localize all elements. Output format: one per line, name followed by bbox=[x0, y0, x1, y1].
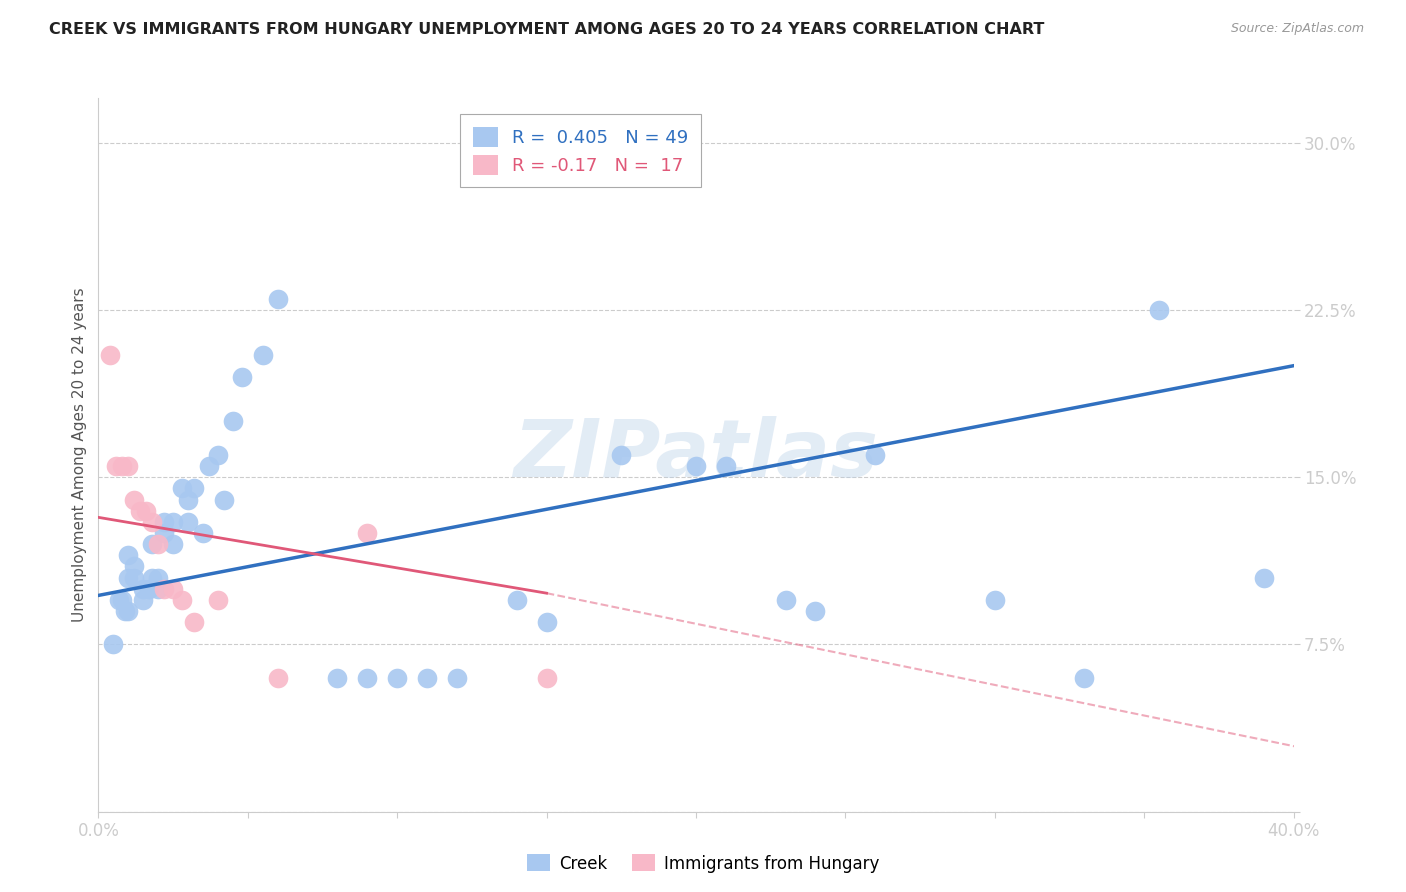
Point bbox=[141, 515, 163, 529]
Point bbox=[124, 492, 146, 507]
Point bbox=[177, 515, 200, 529]
Point bbox=[111, 592, 134, 607]
Point bbox=[141, 537, 163, 551]
Point bbox=[162, 515, 184, 529]
Point bbox=[198, 459, 221, 474]
Point bbox=[356, 671, 378, 685]
Point bbox=[153, 582, 176, 596]
Point bbox=[183, 482, 205, 496]
Point bbox=[148, 571, 170, 585]
Text: ZIPatlas: ZIPatlas bbox=[513, 416, 879, 494]
Point bbox=[148, 582, 170, 596]
Point bbox=[191, 526, 214, 541]
Point bbox=[124, 559, 146, 574]
Point bbox=[183, 615, 205, 630]
Point bbox=[177, 492, 200, 507]
Point bbox=[129, 503, 152, 517]
Point bbox=[135, 503, 157, 517]
Point bbox=[132, 582, 155, 596]
Point bbox=[138, 582, 160, 596]
Point bbox=[105, 459, 128, 474]
Point bbox=[117, 604, 139, 618]
Point bbox=[153, 526, 176, 541]
Point bbox=[141, 571, 163, 585]
Point bbox=[267, 671, 290, 685]
Point bbox=[685, 459, 707, 474]
Point bbox=[714, 459, 737, 474]
Point bbox=[1147, 303, 1170, 318]
Point bbox=[804, 604, 827, 618]
Point bbox=[356, 526, 378, 541]
Point bbox=[416, 671, 439, 685]
Point bbox=[506, 592, 529, 607]
Point bbox=[207, 592, 229, 607]
Point bbox=[117, 548, 139, 563]
Point bbox=[98, 348, 122, 362]
Point bbox=[132, 592, 155, 607]
Point bbox=[212, 492, 235, 507]
Point bbox=[252, 348, 274, 362]
Point bbox=[536, 671, 558, 685]
Point bbox=[610, 448, 633, 462]
Point bbox=[222, 414, 245, 429]
Point bbox=[108, 592, 131, 607]
Text: CREEK VS IMMIGRANTS FROM HUNGARY UNEMPLOYMENT AMONG AGES 20 TO 24 YEARS CORRELAT: CREEK VS IMMIGRANTS FROM HUNGARY UNEMPLO… bbox=[49, 22, 1045, 37]
Point bbox=[103, 637, 125, 651]
Point bbox=[153, 515, 176, 529]
Point bbox=[114, 604, 136, 618]
Point bbox=[984, 592, 1007, 607]
Point bbox=[536, 615, 558, 630]
Point bbox=[207, 448, 229, 462]
Legend: Creek, Immigrants from Hungary: Creek, Immigrants from Hungary bbox=[520, 847, 886, 880]
Point bbox=[124, 571, 146, 585]
Point bbox=[162, 537, 184, 551]
Point bbox=[231, 369, 253, 384]
Point bbox=[865, 448, 887, 462]
Point bbox=[446, 671, 468, 685]
Point bbox=[172, 592, 194, 607]
Y-axis label: Unemployment Among Ages 20 to 24 years: Unemployment Among Ages 20 to 24 years bbox=[72, 287, 87, 623]
Point bbox=[148, 537, 170, 551]
Point bbox=[111, 459, 134, 474]
Point bbox=[1253, 571, 1275, 585]
Point bbox=[1073, 671, 1095, 685]
Text: Source: ZipAtlas.com: Source: ZipAtlas.com bbox=[1230, 22, 1364, 36]
Point bbox=[172, 482, 194, 496]
Point bbox=[385, 671, 409, 685]
Legend: R =  0.405   N = 49, R = -0.17   N =  17: R = 0.405 N = 49, R = -0.17 N = 17 bbox=[460, 114, 702, 187]
Point bbox=[775, 592, 797, 607]
Point bbox=[162, 582, 184, 596]
Point bbox=[267, 292, 290, 306]
Point bbox=[117, 571, 139, 585]
Point bbox=[117, 459, 139, 474]
Point bbox=[326, 671, 349, 685]
